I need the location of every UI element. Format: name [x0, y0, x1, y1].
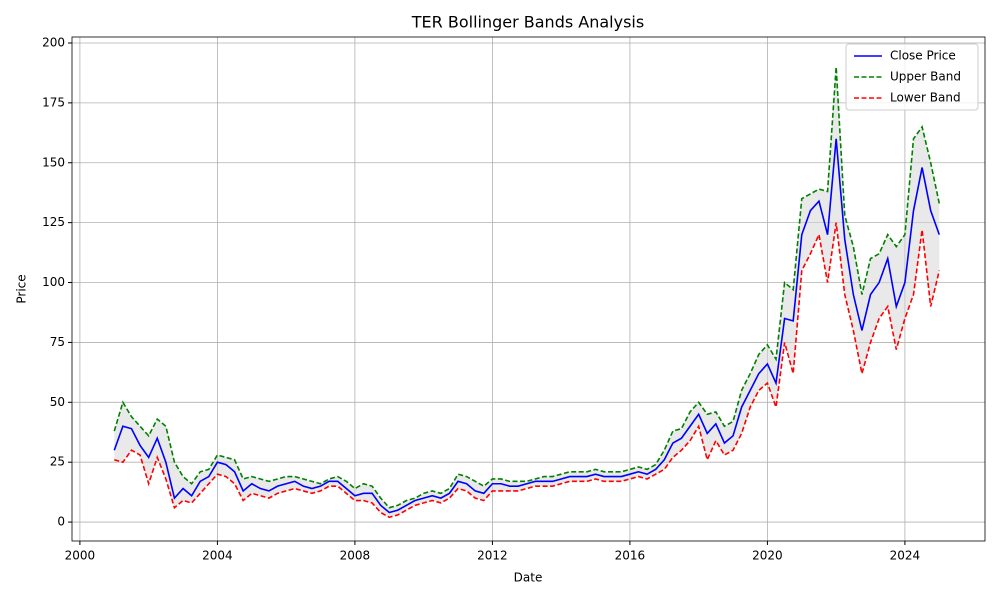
x-tick-label: 2004: [202, 549, 233, 563]
series-line: [113, 66, 941, 509]
y-tick-label: 75: [50, 335, 65, 349]
y-tick-label: 25: [50, 455, 65, 469]
x-tick-label: 2024: [890, 549, 921, 563]
legend-label: Close Price: [890, 49, 956, 63]
x-tick-label: 2012: [477, 549, 508, 563]
y-tick-label: 200: [42, 35, 65, 49]
x-axis-label: Date: [514, 571, 543, 585]
x-tick-label: 2020: [752, 549, 783, 563]
y-tick-label: 125: [42, 215, 65, 229]
plot-frame: [71, 36, 986, 542]
legend-box: [845, 43, 979, 111]
legend-label: Lower Band: [890, 91, 961, 105]
y-tick-label: 150: [42, 155, 65, 169]
x-tick-label: 2000: [65, 549, 96, 563]
band-fill: [114, 66, 940, 518]
series-line: [113, 138, 941, 514]
y-tick-label: 0: [57, 515, 65, 529]
chart-title: TER Bollinger Bands Analysis: [411, 13, 644, 32]
y-tick-label: 100: [42, 275, 65, 289]
series-line: [114, 222, 941, 519]
legend: Close Price Upper Band Lower Band: [845, 43, 979, 111]
x-tick-label: 2008: [340, 549, 371, 563]
y-tick-label: 175: [42, 95, 65, 109]
y-axis-label: Price: [15, 274, 29, 303]
legend-label: Upper Band: [890, 70, 961, 84]
x-tick-label: 2016: [615, 549, 646, 563]
y-tick-label: 50: [50, 395, 65, 409]
